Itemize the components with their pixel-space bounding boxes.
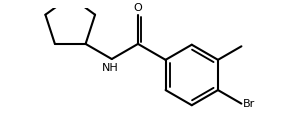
Text: NH: NH [102,63,119,73]
Text: Br: Br [243,99,255,109]
Text: O: O [134,3,142,13]
